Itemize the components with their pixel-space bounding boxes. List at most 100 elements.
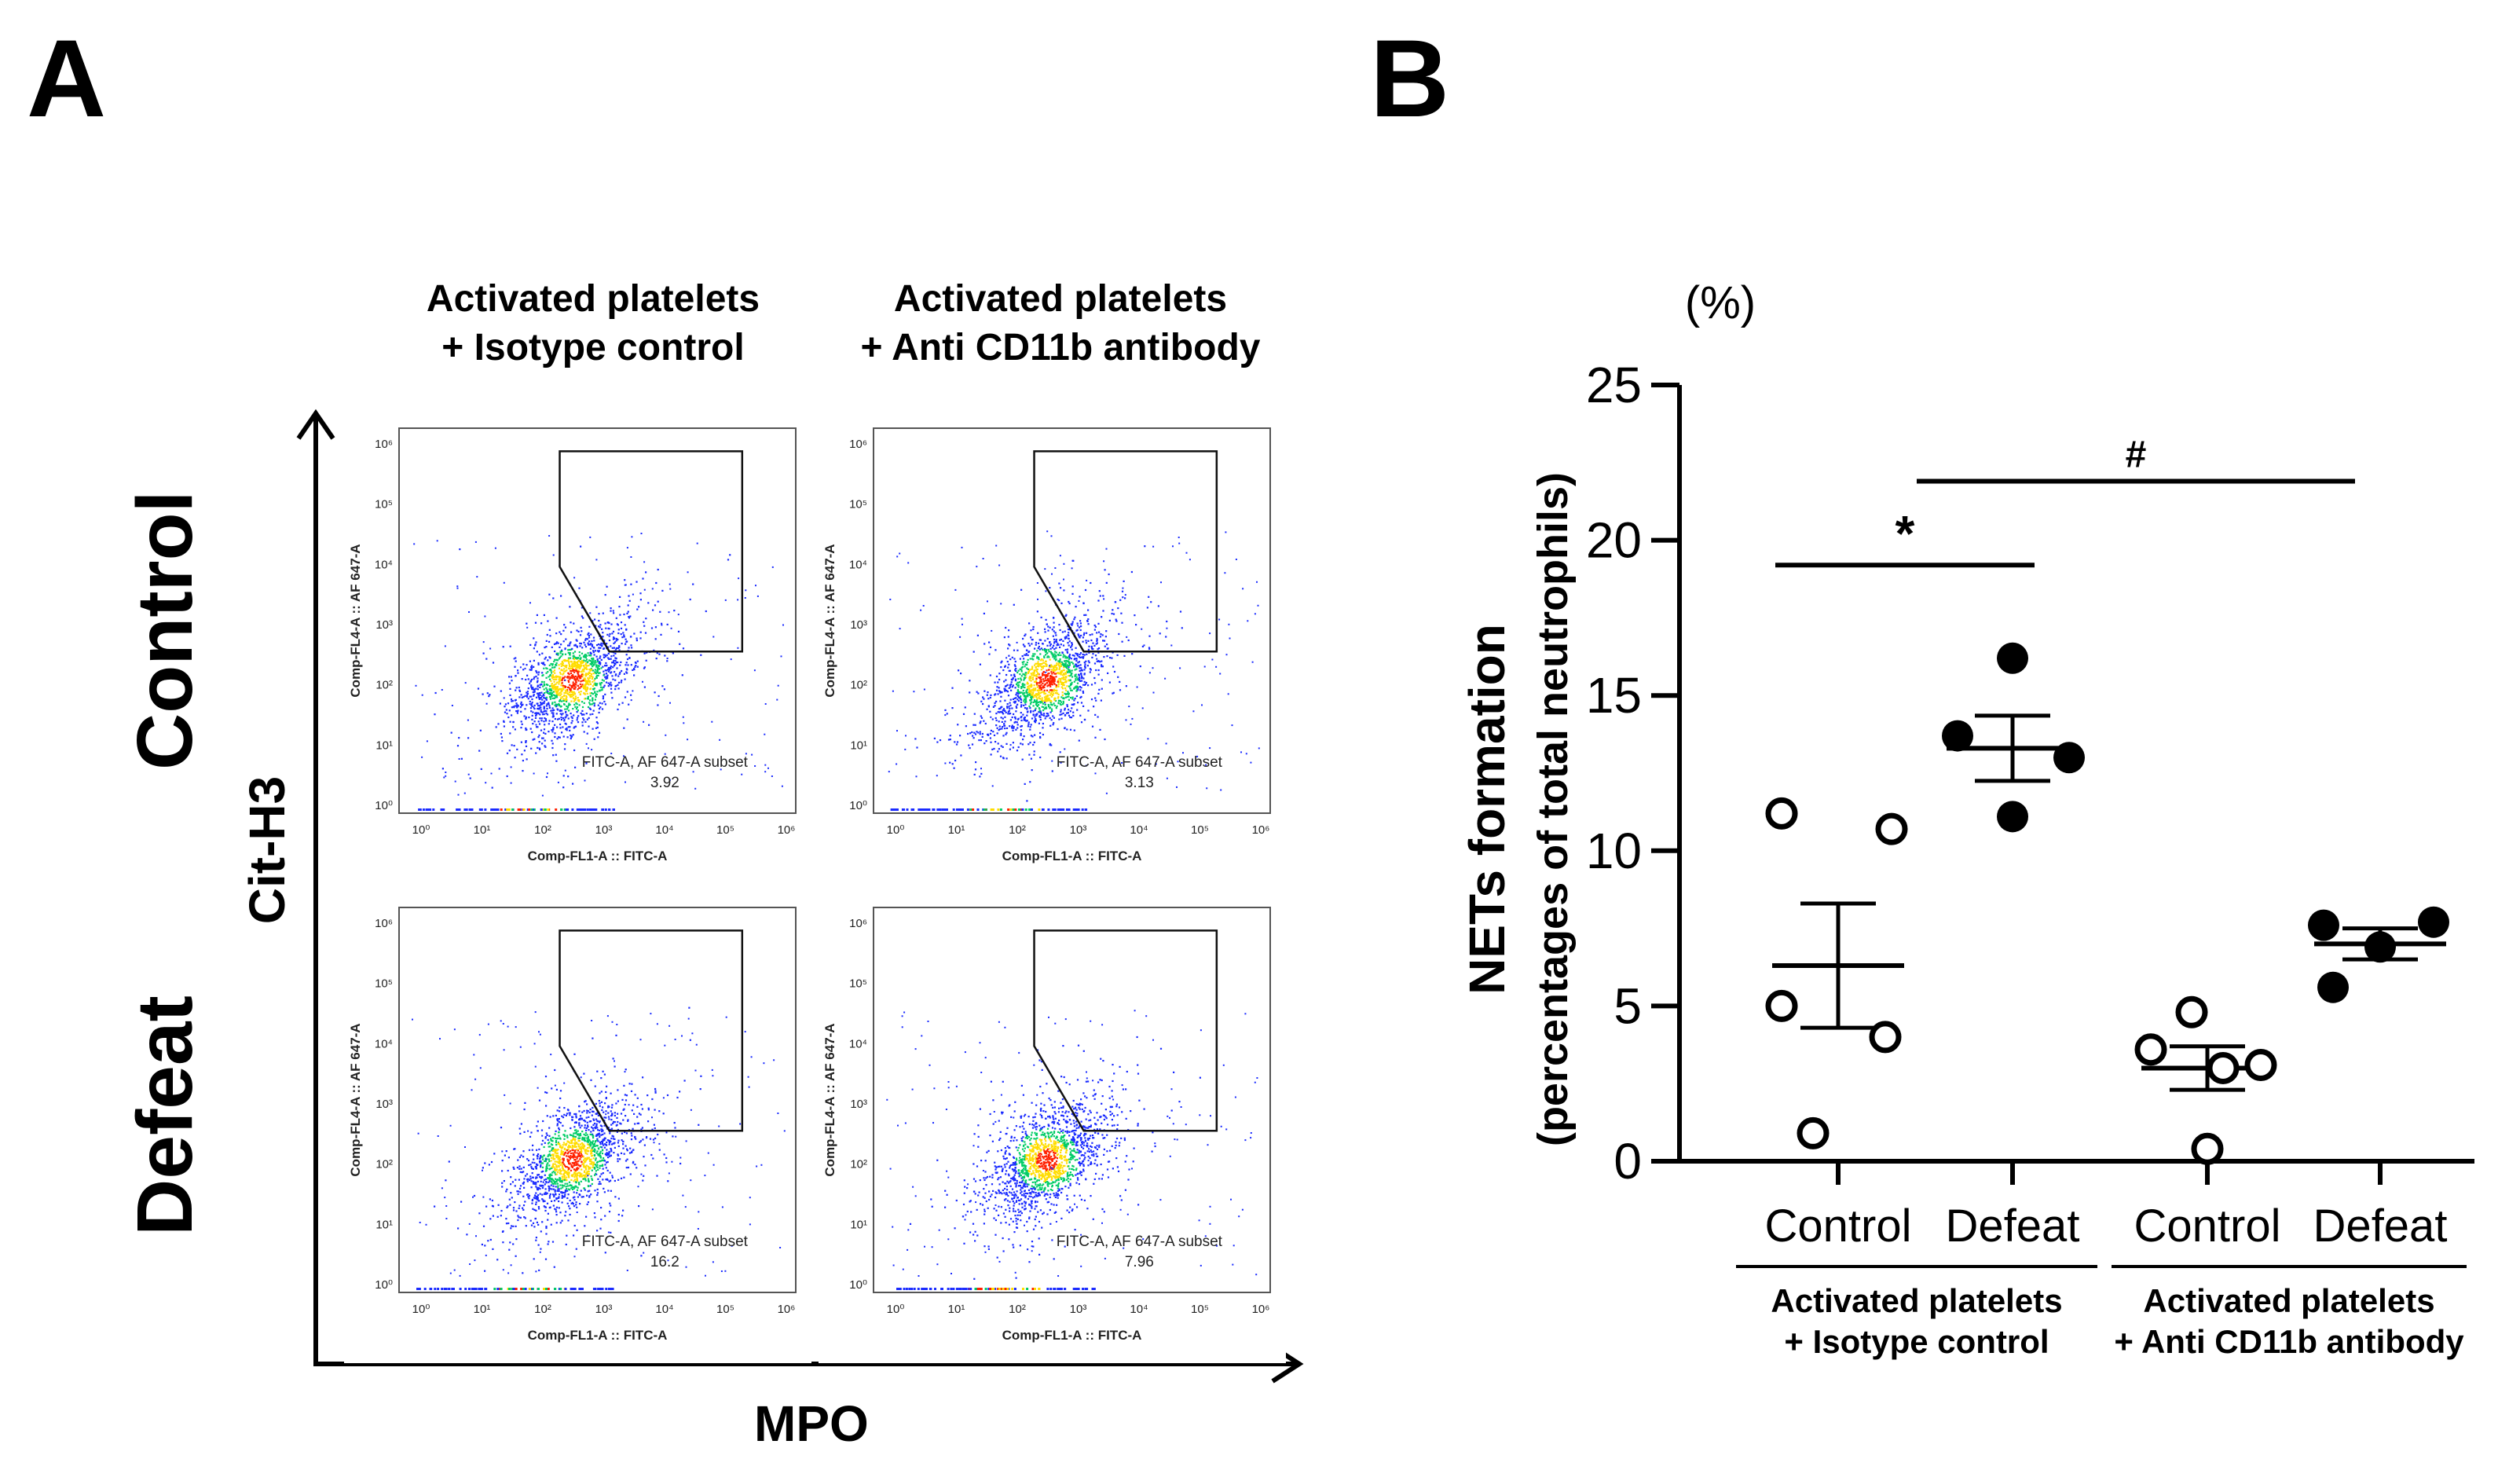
- chart-y-tick-label: 15: [1586, 667, 1642, 724]
- facs-x-tick: 10²: [534, 823, 551, 837]
- chart-y-tick-label: 5: [1613, 977, 1642, 1034]
- facs-frame: [873, 427, 1271, 814]
- facs-baseline-events: [896, 1288, 1096, 1290]
- facs-baseline-events: [418, 808, 615, 811]
- facs-x-tick: 10³: [1070, 1303, 1087, 1316]
- facs-density-cloud: [886, 1010, 1258, 1280]
- facs-x-tick: 10⁶: [778, 1303, 796, 1316]
- facs-y-tick: 10⁶: [849, 917, 867, 930]
- chart-point-open: [2134, 1033, 2167, 1066]
- chart-point-filled: [1942, 720, 1973, 752]
- facs-y-tick: 10⁰: [849, 799, 867, 812]
- facs-x-label: Comp-FL1-A :: FITC-A: [528, 1328, 668, 1343]
- facs-y-tick: 10⁵: [375, 498, 393, 511]
- facs-x-tick: 10³: [1070, 823, 1087, 837]
- facs-x-tick: 10⁵: [1191, 823, 1209, 837]
- facs-gate-name: FITC-A, AF 647-A subset: [582, 754, 749, 771]
- chart-point-filled: [2308, 909, 2339, 941]
- chart-y-tick-label: 20: [1586, 512, 1642, 569]
- chart-group-label-line2: + Isotype control: [1784, 1323, 2049, 1360]
- chart-y-tick-label: 10: [1586, 823, 1642, 879]
- chart-point-open: [2244, 1048, 2277, 1081]
- facs-plot-svg: FITC-A, AF 647-A subset 16.2 10⁰ 10⁰ 10¹ 10¹ 1…: [348, 907, 797, 1343]
- facs-x-label: Comp-FL1-A :: FITC-A: [528, 849, 668, 863]
- facs-gate-value: 3.13: [1125, 775, 1154, 791]
- panel-b-letter: B: [1370, 16, 1450, 140]
- facs-y-label: Comp-FL4-A :: AF 647-A: [822, 544, 837, 697]
- facs-y-tick: 10⁰: [375, 799, 393, 812]
- facs-frame: [873, 907, 1271, 1293]
- facs-y-tick: 10¹: [850, 1218, 867, 1231]
- facs-y-tick: 10³: [850, 618, 867, 632]
- facs-x-label: Comp-FL1-A :: FITC-A: [1002, 849, 1142, 863]
- chart-point-open: [2191, 1132, 2224, 1165]
- chart-point-open: [2207, 1051, 2240, 1084]
- facs-x-tick: 10²: [534, 1303, 551, 1316]
- facs-x-tick: 10¹: [948, 1303, 965, 1316]
- chart-category-label: Control: [1765, 1201, 1912, 1252]
- panel-a-letter: A: [27, 16, 107, 140]
- facs-y-tick: 10⁵: [849, 498, 867, 511]
- chart-point-filled: [2053, 742, 2085, 774]
- chart-y-tick-label: 25: [1586, 357, 1642, 413]
- facs-x-tick: 10⁴: [1130, 1303, 1148, 1316]
- chart-group-label-line2: + Anti CD11b antibody: [2114, 1323, 2464, 1360]
- facs-y-tick: 10¹: [850, 739, 867, 752]
- chart-point-open: [1765, 989, 1798, 1022]
- x-axis-title-mpo: MPO: [754, 1395, 869, 1452]
- facs-y-tick: 10⁴: [375, 558, 393, 571]
- facs-plot-defeat-isotype: FITC-A, AF 647-A subset 16.2 10⁰ 10⁰ 10¹ 10¹ 1…: [344, 900, 811, 1363]
- facs-baseline-events: [416, 1288, 614, 1290]
- chart-category-label: Defeat: [2313, 1201, 2448, 1252]
- facs-y-tick: 10³: [375, 618, 393, 632]
- chart-significance-label: #: [2126, 434, 2147, 476]
- facs-y-tick: 10⁴: [849, 558, 867, 571]
- col-title-anti-cd11b-line2: + Anti CD11b antibody: [860, 327, 1261, 368]
- facs-x-tick: 10⁶: [778, 823, 796, 837]
- chart-category-label: Defeat: [1946, 1201, 2080, 1252]
- chart-ylabel-sub: (percentages of total neutrophils): [1529, 472, 1577, 1146]
- chart-point-open: [1765, 797, 1798, 830]
- chart-group-label-line1: Activated platelets: [1771, 1282, 2062, 1319]
- facs-y-tick: 10³: [375, 1098, 393, 1111]
- chart-point-open: [1875, 812, 1908, 845]
- facs-gate-value: 16.2: [650, 1254, 679, 1270]
- facs-plot-svg: FITC-A, AF 647-A subset 7.96 10⁰ 10⁰ 10¹ 10¹ 1…: [822, 907, 1271, 1343]
- facs-y-tick: 10⁶: [375, 917, 393, 930]
- chart-point-filled: [1997, 642, 2028, 674]
- facs-y-label: Comp-FL4-A :: AF 647-A: [822, 1023, 837, 1176]
- col-title-isotype-line2: + Isotype control: [441, 327, 745, 368]
- facs-x-tick: 10¹: [948, 823, 965, 837]
- chart-plot-area: 0 5 10 15 20 25 Control Defeat Control Defeat Acti…: [1586, 357, 2474, 1360]
- facs-frame: [398, 427, 797, 814]
- facs-y-tick: 10⁰: [375, 1278, 393, 1292]
- facs-density-cloud: [413, 533, 784, 797]
- facs-gate-value: 7.96: [1125, 1254, 1154, 1270]
- facs-x-label: Comp-FL1-A :: FITC-A: [1002, 1328, 1142, 1343]
- facs-x-tick: 10⁵: [716, 1303, 734, 1316]
- chart-point-filled: [2364, 931, 2396, 963]
- chart-significance-label: *: [1895, 505, 1915, 562]
- facs-y-tick: 10²: [375, 1158, 393, 1171]
- facs-x-tick: 10⁶: [1252, 823, 1270, 837]
- facs-x-tick: 10⁴: [1130, 823, 1148, 837]
- facs-x-tick: 10⁶: [1252, 1303, 1270, 1316]
- col-title-isotype-line1: Activated platelets: [426, 278, 760, 320]
- chart-unit-label: (%): [1685, 277, 1756, 328]
- chart-category-label: Control: [2134, 1201, 2281, 1252]
- facs-y-label: Comp-FL4-A :: AF 647-A: [348, 1023, 363, 1176]
- facs-frame: [398, 907, 797, 1293]
- facs-y-tick: 10⁴: [849, 1037, 867, 1050]
- chart-point-filled: [2418, 906, 2449, 938]
- facs-baseline-events: [890, 808, 1088, 811]
- facs-y-tick: 10⁵: [375, 977, 393, 991]
- facs-y-tick: 10²: [375, 679, 393, 692]
- facs-density-cloud: [888, 530, 1260, 802]
- facs-y-tick: 10¹: [375, 739, 393, 752]
- facs-plot-control-isotype: FITC-A, AF 647-A subset 3.92 10⁰ 10⁰ 10¹ 10¹ 1…: [344, 420, 811, 884]
- chart-point-open: [2175, 995, 2208, 1028]
- facs-x-tick: 10⁰: [412, 1303, 430, 1316]
- chart-point-filled: [2317, 971, 2349, 1003]
- chart-y-tick-label: 0: [1613, 1133, 1642, 1190]
